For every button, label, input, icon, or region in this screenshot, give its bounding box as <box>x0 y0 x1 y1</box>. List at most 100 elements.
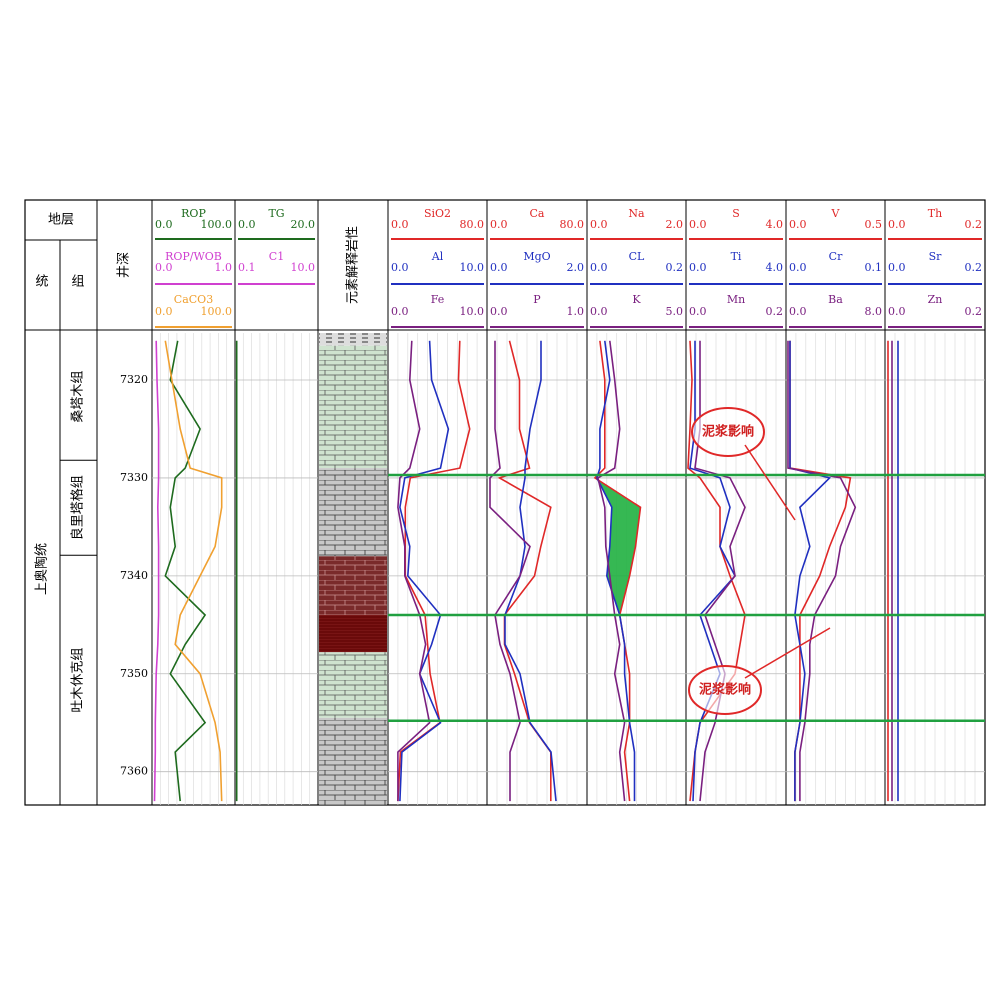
log-curve <box>497 340 552 802</box>
scale-min: 0.0 <box>888 218 906 231</box>
depth-label: 7340 <box>120 569 148 582</box>
lithology-layer <box>319 333 387 346</box>
depth-header: 井深 <box>117 252 132 278</box>
scale-max: 0.2 <box>666 261 684 274</box>
curve-name: TG <box>268 207 284 220</box>
scale-min: 0.0 <box>789 261 807 274</box>
curve-name: Ba <box>828 293 843 306</box>
curve-name: CaCO3 <box>174 293 213 306</box>
curve-name: MgO <box>523 250 550 263</box>
curve-name: C1 <box>269 250 284 263</box>
formation-name: 吐木休克组 <box>71 648 86 713</box>
scale-min: 0.0 <box>391 261 409 274</box>
log-curve <box>596 340 626 802</box>
log-curve <box>164 340 207 802</box>
scale-max: 4.0 <box>766 218 784 231</box>
curve-name: Na <box>628 207 645 220</box>
log-curve <box>787 340 857 802</box>
formation-name: 良里塔格组 <box>70 475 86 540</box>
curve-name: Ca <box>530 207 545 220</box>
log-curve <box>504 340 557 802</box>
curve-name: Al <box>431 250 444 263</box>
annotation-pointer <box>744 444 796 521</box>
scale-max: 10.0 <box>460 261 485 274</box>
lithology-header: 元素解释岩性 <box>346 226 361 304</box>
depth-label: 7350 <box>120 667 148 680</box>
scale-max: 0.5 <box>865 218 883 231</box>
scale-min: 0.0 <box>689 261 707 274</box>
scale-min: 0.0 <box>789 218 807 231</box>
scale-min: 0.0 <box>689 218 707 231</box>
scale-max: 80.0 <box>460 218 485 231</box>
log-curve <box>153 340 160 802</box>
annotation-text: 泥浆影响 <box>699 682 751 698</box>
scale-max: 10.0 <box>291 261 316 274</box>
log-curve <box>164 340 223 802</box>
curve-name: K <box>632 293 641 306</box>
scale-min: 0.0 <box>490 261 508 274</box>
scale-min: 0.0 <box>888 261 906 274</box>
scale-max: 0.2 <box>766 305 784 318</box>
scale-min: 0.0 <box>590 218 608 231</box>
scale-min: 0.0 <box>238 218 256 231</box>
scale-max: 0.2 <box>965 261 983 274</box>
scale-min: 0.0 <box>590 305 608 318</box>
scale-min: 0.0 <box>155 261 173 274</box>
scale-max: 1.0 <box>215 261 233 274</box>
curve-name: Mn <box>727 293 745 306</box>
log-curve <box>789 340 832 802</box>
curve-name: ROP <box>181 207 206 220</box>
curve-name: SiO2 <box>424 207 451 220</box>
formation-name: 桑塔木组 <box>71 371 86 423</box>
curve-name: Zn <box>928 293 943 306</box>
scale-max: 80.0 <box>560 218 585 231</box>
scale-min: 0.0 <box>490 218 508 231</box>
salt-fill <box>594 477 641 616</box>
annotation-ellipse <box>691 407 765 457</box>
lithology-layer <box>319 615 387 653</box>
curve-name: P <box>533 293 541 306</box>
scale-min: 0.0 <box>391 305 409 318</box>
scale-max: 2.0 <box>666 218 684 231</box>
log-curve <box>489 340 531 802</box>
curve-name: Fe <box>431 293 445 306</box>
scale-min: 0.0 <box>689 305 707 318</box>
depth-label: 7330 <box>120 471 148 484</box>
scale-min: 0.0 <box>888 305 906 318</box>
log-curve <box>593 340 642 802</box>
scale-max: 10.0 <box>460 305 485 318</box>
scale-min: 0.0 <box>590 261 608 274</box>
lithology-layer <box>319 468 387 557</box>
scale-min: 0.1 <box>238 261 256 274</box>
log-curve <box>687 340 746 802</box>
lithology-layer <box>319 652 387 718</box>
scale-max: 0.1 <box>865 261 883 274</box>
scale-min: 0.0 <box>155 218 173 231</box>
scale-min: 0.0 <box>155 305 173 318</box>
series-header: 统 <box>35 275 48 290</box>
scale-max: 100.0 <box>201 218 233 231</box>
series-name: 上奥陶统 <box>34 543 50 595</box>
curve-name: CL <box>629 250 645 263</box>
log-curve <box>399 340 450 802</box>
depth-label: 7320 <box>120 373 148 386</box>
scale-max: 5.0 <box>666 305 684 318</box>
annotation-pointer <box>744 627 831 679</box>
scale-max: 2.0 <box>567 261 585 274</box>
lithology-layer <box>319 345 387 469</box>
curve-name: Ti <box>731 250 742 263</box>
scale-min: 0.0 <box>789 305 807 318</box>
scale-min: 0.0 <box>490 305 508 318</box>
scale-max: 1.0 <box>567 305 585 318</box>
annotation-text: 泥浆影响 <box>702 424 754 440</box>
curve-name: Th <box>928 207 942 220</box>
scale-max: 4.0 <box>766 261 784 274</box>
scale-min: 0.0 <box>391 218 409 231</box>
scale-max: 8.0 <box>865 305 883 318</box>
curve-name: Cr <box>829 250 843 263</box>
curve-name: Sr <box>929 250 943 263</box>
curve-name: S <box>732 207 740 220</box>
scale-max: 100.0 <box>201 305 233 318</box>
log-curve <box>397 340 431 802</box>
